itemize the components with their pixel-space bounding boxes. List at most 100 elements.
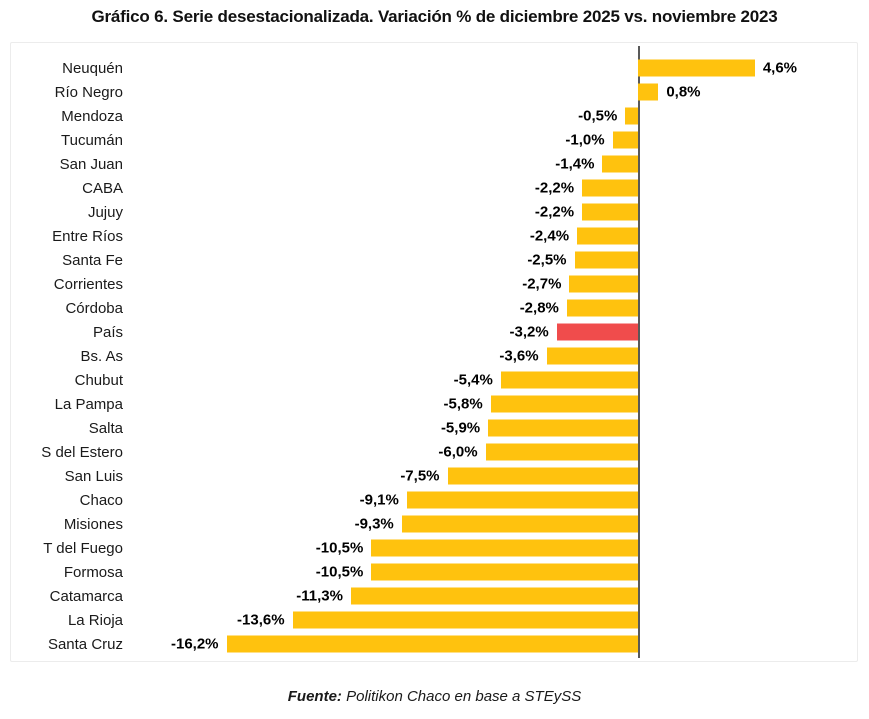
bar-row: S del Estero -6,0% [11,440,857,464]
category-label: Chaco [79,491,123,509]
bar-track: -2,8% [133,296,857,320]
category-label: Misiones [63,515,123,533]
bar-track: -6,0% [133,440,857,464]
source-text: Politikon Chaco en base a STEySS [341,688,582,705]
value-bar [371,539,638,557]
bar-row: Entre Ríos -2,4% [11,224,857,248]
bar-row: Santa Cruz -16,2% [11,632,857,656]
bar-row: Corrientes -2,7% [11,272,857,296]
value-bar [638,59,755,77]
bar-track: -10,5% [133,560,857,584]
plot-area: Neuquén 4,6% Río Negro 0,8% Mendoza -0,5% Tucu… [10,42,858,662]
value-bar [488,419,638,437]
value-bar [485,443,638,461]
category-label: Corrientes [53,275,123,293]
category-label: Entre Ríos [52,227,123,245]
value-bar [582,203,638,221]
bar-row: La Rioja -13,6% [11,608,857,632]
value-label: -1,4% [555,155,595,173]
value-bar [566,299,638,317]
bar-row: Córdoba -2,8% [11,296,857,320]
category-label: Neuquén [62,59,123,77]
value-label: -10,5% [315,539,364,557]
category-label: Jujuy [87,203,123,221]
zero-axis-line [638,46,640,658]
value-label: 4,6% [762,59,798,77]
category-label: S del Estero [41,443,123,461]
value-bar [500,371,638,389]
bar-track: -1,4% [133,152,857,176]
source-note: Fuente: Politikon Chaco en base a STEySS [0,688,869,705]
bar-track: -3,2% [133,320,857,344]
bar-row: Jujuy -2,2% [11,200,857,224]
bar-row: País -3,2% [11,320,857,344]
bar-track: -0,5% [133,104,857,128]
bar-row: Neuquén 4,6% [11,56,857,80]
bar-row: Misiones -9,3% [11,512,857,536]
value-bar [546,347,638,365]
bar-row: Formosa -10,5% [11,560,857,584]
category-label: Río Negro [54,83,123,101]
bar-rows-container: Neuquén 4,6% Río Negro 0,8% Mendoza -0,5% Tucu… [11,56,857,656]
value-bar [226,635,638,653]
category-label: La Rioja [67,611,123,629]
category-label: Bs. As [80,347,123,365]
category-label: La Pampa [54,395,123,413]
source-label: Fuente: [287,688,342,705]
category-label: Santa Fe [62,251,123,269]
bar-track: 0,8% [133,80,857,104]
category-label: CABA [82,179,123,197]
value-bar [577,227,638,245]
category-label: San Luis [64,467,123,485]
bar-row: Salta -5,9% [11,416,857,440]
bar-row: CABA -2,2% [11,176,857,200]
value-label: -1,0% [565,131,605,149]
bar-row: San Juan -1,4% [11,152,857,176]
value-bar [350,587,638,605]
value-bar [569,275,638,293]
value-bar [625,107,638,125]
category-label: T del Fuego [43,539,123,557]
value-label: -2,2% [534,179,575,197]
bar-row: La Pampa -5,8% [11,392,857,416]
category-label: Mendoza [61,107,123,125]
bar-row: San Luis -7,5% [11,464,857,488]
value-label: -7,5% [400,467,440,485]
highlight-bar [556,323,638,341]
category-label: Formosa [63,563,123,581]
value-bar [292,611,638,629]
bar-track: -5,4% [133,368,857,392]
value-bar [574,251,638,269]
value-label: -5,9% [440,419,481,437]
bar-row: Chubut -5,4% [11,368,857,392]
bar-track: -1,0% [133,128,857,152]
chart-title: Gráfico 6. Serie desestacionalizada. Var… [91,7,778,26]
value-label: -10,5% [315,563,364,581]
bar-track: -10,5% [133,536,857,560]
bar-track: -5,8% [133,392,857,416]
bar-track: -9,3% [133,512,857,536]
bar-track: -2,2% [133,200,857,224]
bar-row: T del Fuego -10,5% [11,536,857,560]
category-label: Santa Cruz [47,635,123,653]
category-label: Tucumán [61,131,123,149]
bar-track: 4,6% [133,56,857,80]
value-bar [602,155,638,173]
value-label: -2,2% [534,203,575,221]
value-label: -6,0% [438,443,478,461]
bar-track: -2,4% [133,224,857,248]
value-bar [638,83,659,101]
value-bar [406,491,638,509]
value-label: -5,8% [443,395,483,413]
category-label: Salta [88,419,123,437]
bar-row: Tucumán -1,0% [11,128,857,152]
bar-row: Mendoza -0,5% [11,104,857,128]
value-bar [490,395,638,413]
value-label: -5,4% [453,371,493,389]
category-label: Córdoba [65,299,123,317]
value-label: -2,7% [522,275,562,293]
value-label: -0,5% [578,107,618,125]
bar-row: Río Negro 0,8% [11,80,857,104]
value-label: -3,2% [509,323,549,341]
bar-track: -7,5% [133,464,857,488]
